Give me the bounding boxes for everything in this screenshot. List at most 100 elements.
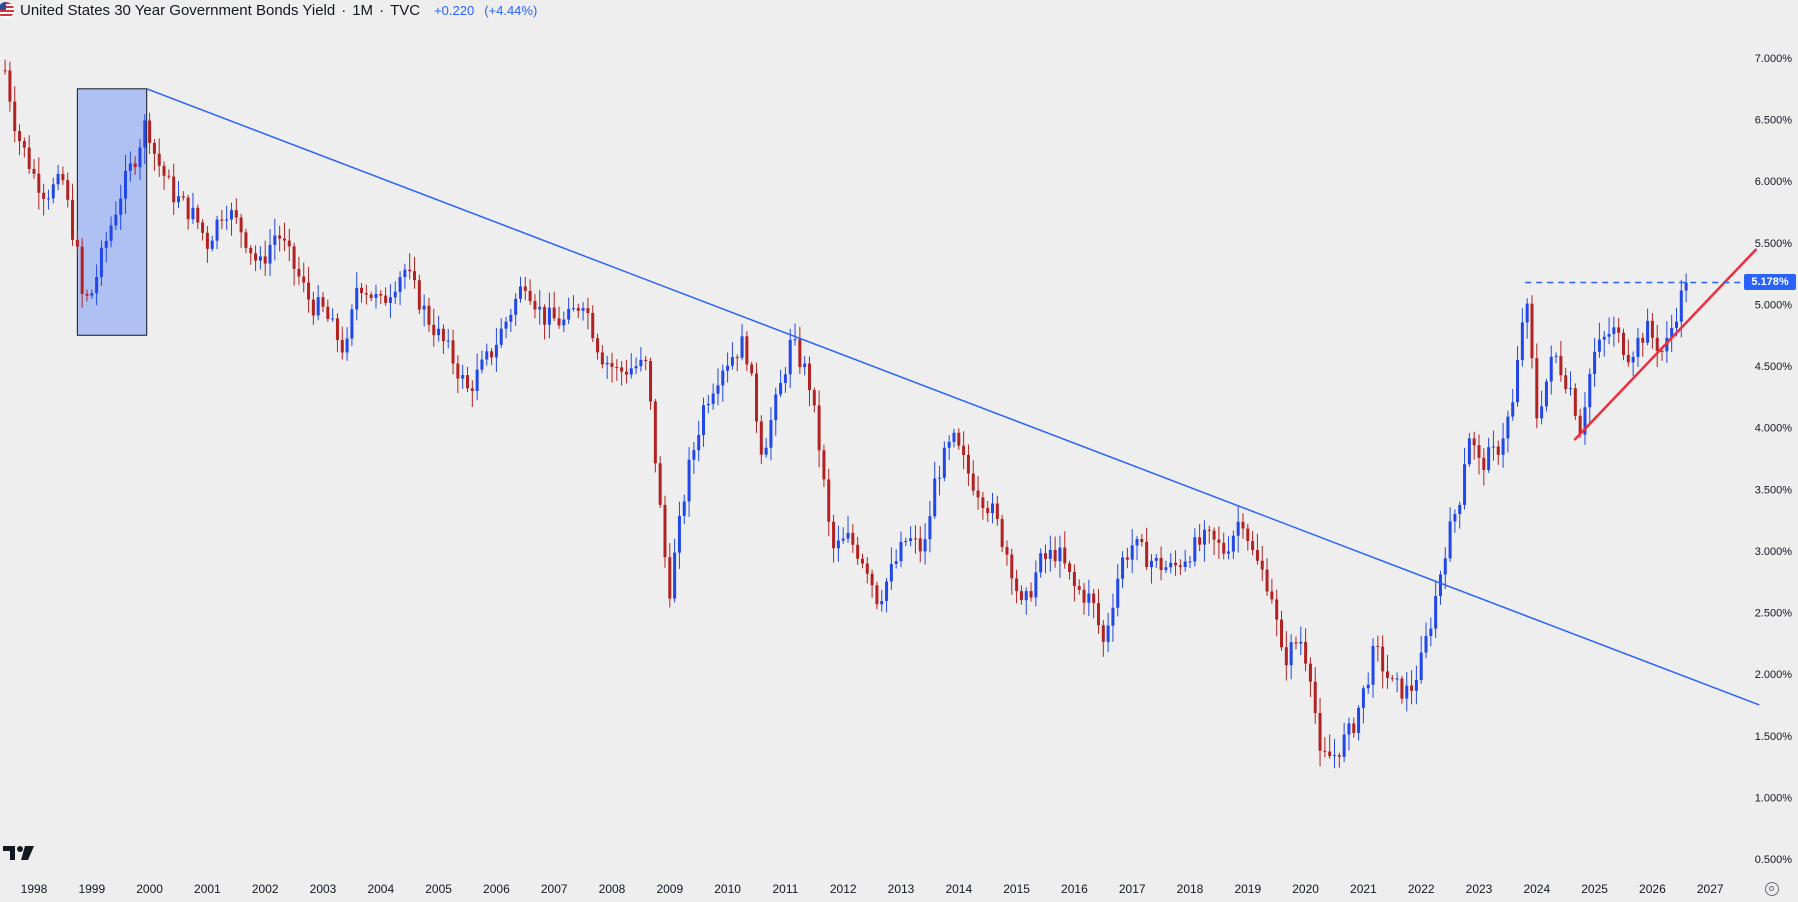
candle-body: [268, 244, 272, 264]
candle-body: [841, 538, 845, 541]
candle-body: [364, 293, 368, 295]
candle-body: [374, 293, 378, 298]
candle-body: [557, 318, 561, 326]
candle-body: [1679, 290, 1683, 322]
candle-body: [1005, 546, 1009, 555]
candle-body: [1684, 282, 1688, 291]
candle-body: [138, 147, 142, 168]
candle-body: [42, 192, 46, 199]
interval-label[interactable]: 1M: [352, 1, 374, 19]
candle-body: [109, 225, 113, 241]
candle-body: [1660, 351, 1664, 353]
candle-body: [1048, 549, 1052, 559]
candle-body: [1149, 560, 1153, 568]
candle-body: [1559, 355, 1563, 376]
candle-body: [456, 363, 460, 379]
candle-body: [215, 219, 219, 241]
candle-body: [1246, 528, 1250, 542]
candle-body: [1419, 652, 1423, 680]
candle-body: [133, 163, 137, 168]
candle-body: [523, 286, 527, 291]
candle-body: [1304, 641, 1308, 664]
x-tick-label: 2027: [1697, 882, 1724, 896]
candle-body: [1135, 539, 1139, 546]
symbol-title[interactable]: United States 30 Year Government Bonds Y…: [20, 1, 336, 19]
candle-body: [22, 141, 26, 148]
candle-body: [167, 175, 171, 177]
candle-body: [745, 336, 749, 365]
settings-icon[interactable]: [1765, 882, 1779, 896]
candle-body: [957, 432, 961, 446]
candle-body: [143, 120, 147, 148]
candle-body: [1164, 567, 1168, 570]
tradingview-logo-icon[interactable]: [3, 845, 35, 861]
candle-body: [1482, 457, 1486, 471]
separator-dot: ·: [379, 1, 385, 19]
y-tick-label: 6.500%: [1755, 115, 1793, 127]
candle-body: [475, 369, 479, 391]
candle-body: [321, 297, 325, 307]
x-tick-label: 2005: [425, 882, 452, 896]
y-tick-label: 3.500%: [1755, 484, 1793, 496]
candle-body: [1491, 446, 1495, 448]
x-tick-label: 1998: [21, 882, 48, 896]
candle-body: [422, 305, 426, 310]
candle-body: [1034, 572, 1038, 598]
candle-body: [1414, 679, 1418, 691]
candle-body: [490, 351, 494, 358]
candle-body: [928, 516, 932, 540]
candle-body: [942, 447, 946, 478]
candle-body: [56, 173, 60, 185]
candle-body: [1487, 447, 1491, 471]
x-axis: 1998 1999 2000 2001 2002 2003 2004 2005 2006 2007…: [21, 882, 1724, 896]
candle-body: [807, 363, 811, 391]
candle-body: [986, 508, 990, 514]
candle-body: [1390, 677, 1394, 679]
candle-body: [1154, 557, 1158, 561]
candle-body: [1024, 591, 1028, 601]
candle-body: [692, 450, 696, 460]
candle-body: [740, 336, 744, 358]
y-tick-label: 7.000%: [1755, 53, 1793, 65]
candle-body: [759, 421, 763, 455]
candle-body: [191, 207, 195, 220]
candle-body: [3, 70, 7, 72]
candle-body: [1361, 688, 1365, 708]
candle-body: [1405, 685, 1409, 699]
x-tick-label: 2013: [888, 882, 915, 896]
candle-body: [1376, 646, 1380, 648]
candle-body: [1593, 351, 1597, 374]
candle-body: [726, 365, 730, 371]
drawing-lines-layer: [146, 88, 1760, 706]
candle-body: [61, 173, 65, 181]
candle-body: [1453, 514, 1457, 522]
us-flag-icon: [0, 2, 14, 18]
candle-body: [1121, 557, 1125, 579]
candle-body: [1670, 327, 1674, 338]
candle-body: [99, 247, 103, 277]
candle-body: [1588, 373, 1592, 408]
candle-body: [437, 328, 441, 336]
candle-body: [629, 368, 633, 375]
candle-body: [345, 338, 349, 353]
candle-body: [104, 240, 108, 248]
source-label: TVC: [390, 1, 421, 19]
y-tick-label: 1.500%: [1755, 731, 1793, 743]
candle-body: [812, 390, 816, 406]
candle-body: [461, 375, 465, 379]
candle-body: [1082, 589, 1086, 603]
x-tick-label: 2008: [599, 882, 626, 896]
candle-body: [702, 405, 706, 436]
candle-body: [730, 357, 734, 366]
candle-body: [514, 298, 518, 315]
candle-body: [586, 308, 590, 313]
candle-body: [85, 293, 89, 296]
candle-body: [360, 287, 364, 294]
candle-body: [1511, 402, 1515, 417]
candle-body: [427, 305, 431, 325]
last-price-label: 5.178%: [1744, 274, 1796, 290]
candle-body: [350, 309, 354, 339]
candle-body: [697, 435, 701, 451]
candle-body: [952, 432, 956, 442]
